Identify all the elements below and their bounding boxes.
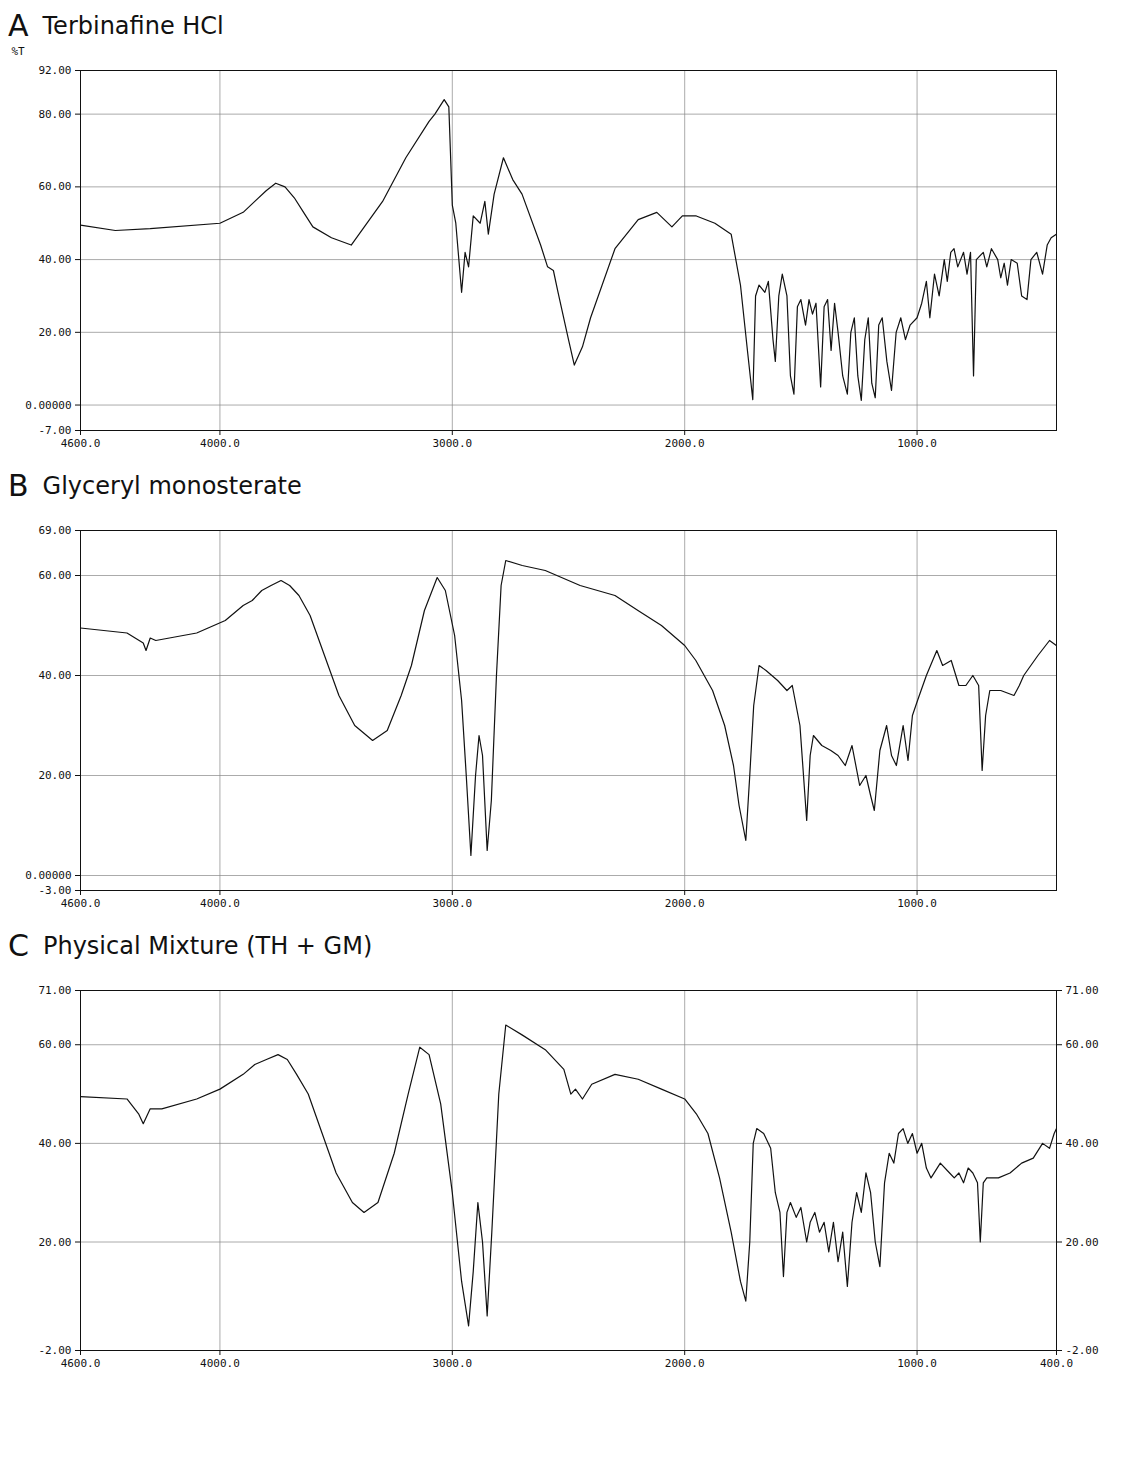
svg-text:4000.0: 4000.0 xyxy=(200,897,240,910)
svg-text:60.00: 60.00 xyxy=(38,180,71,193)
svg-text:4600.0: 4600.0 xyxy=(61,437,101,450)
svg-text:2000.0: 2000.0 xyxy=(665,1357,705,1370)
svg-text:4000.0: 4000.0 xyxy=(200,437,240,450)
svg-text:40.00: 40.00 xyxy=(38,1137,71,1150)
svg-text:2000.0: 2000.0 xyxy=(665,437,705,450)
svg-text:3000.0: 3000.0 xyxy=(432,437,472,450)
svg-text:69.00: 69.00 xyxy=(38,524,71,537)
svg-text:1000.0: 1000.0 xyxy=(897,437,937,450)
svg-text:-3.00: -3.00 xyxy=(38,884,71,897)
svg-text:40.00: 40.00 xyxy=(38,669,71,682)
svg-text:4600.0: 4600.0 xyxy=(61,1357,101,1370)
svg-text:80.00: 80.00 xyxy=(38,108,71,121)
html-text:Glyceryl monosterate: Glyceryl monosterate xyxy=(42,471,302,500)
svg-text:4000.0: 4000.0 xyxy=(200,1357,240,1370)
svg-text:4600.0: 4600.0 xyxy=(61,897,101,910)
svg-text:60.00: 60.00 xyxy=(38,1038,71,1051)
svg-text:60.00: 60.00 xyxy=(38,569,71,582)
svg-text:%T: %T xyxy=(12,45,26,58)
html-text:Physical Mixture (TH + GM): Physical Mixture (TH + GM) xyxy=(43,931,373,960)
svg-text:40.00: 40.00 xyxy=(1066,1137,1099,1150)
svg-text:-2.00: -2.00 xyxy=(38,1344,71,1357)
svg-text:20.00: 20.00 xyxy=(1066,1236,1099,1249)
svg-text:20.00: 20.00 xyxy=(38,1236,71,1249)
svg-text:-7.00: -7.00 xyxy=(38,424,71,437)
svg-text:1000.0: 1000.0 xyxy=(897,1357,937,1370)
svg-text:92.00: 92.00 xyxy=(38,64,71,77)
html-text:C: C xyxy=(8,927,29,963)
svg-text:1000.0: 1000.0 xyxy=(897,897,937,910)
svg-text:0.00000: 0.00000 xyxy=(25,399,71,412)
svg-text:3000.0: 3000.0 xyxy=(432,1357,472,1370)
html-text:B: B xyxy=(8,467,29,503)
svg-text:2000.0: 2000.0 xyxy=(665,897,705,910)
svg-text:60.00: 60.00 xyxy=(1066,1038,1099,1051)
svg-text:-2.00: -2.00 xyxy=(1066,1344,1099,1357)
svg-text:0.00000: 0.00000 xyxy=(25,869,71,882)
svg-text:71.00: 71.00 xyxy=(38,984,71,997)
svg-text:20.00: 20.00 xyxy=(38,769,71,782)
svg-text:71.00: 71.00 xyxy=(1066,984,1099,997)
html-text:A: A xyxy=(8,7,29,43)
html-text:Terbinafine HCl: Terbinafine HCl xyxy=(42,11,224,40)
svg-text:3000.0: 3000.0 xyxy=(432,897,472,910)
svg-text:20.00: 20.00 xyxy=(38,326,71,339)
svg-text:400.0: 400.0 xyxy=(1040,1357,1073,1370)
svg-text:40.00: 40.00 xyxy=(38,253,71,266)
